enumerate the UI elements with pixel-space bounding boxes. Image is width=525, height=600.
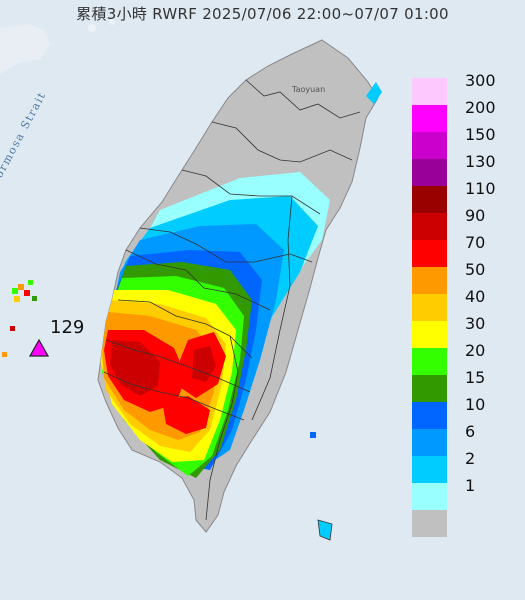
legend-swatch: [412, 78, 447, 105]
legend-swatch: [412, 510, 447, 537]
legend-swatch: [412, 240, 447, 267]
legend-label: 300: [465, 71, 496, 90]
legend-swatch: [412, 132, 447, 159]
color-scale-legend: 300 200 150 130 110 90 70 50 40 30 20 15 10 6 2 1: [412, 71, 512, 537]
legend-label: 90: [465, 206, 486, 225]
legend-swatch: [412, 159, 447, 186]
east-coast-islet: [310, 432, 316, 438]
legend-item: 130: [412, 152, 512, 186]
legend-item: 200: [412, 98, 512, 132]
mainland-coast: [0, 24, 50, 74]
legend-label: 2: [465, 449, 476, 468]
legend-label: 1: [465, 476, 476, 495]
county-boundaries: [103, 79, 361, 521]
legend-item: 110: [412, 179, 512, 213]
legend-label: 130: [465, 152, 496, 171]
legend-label: 40: [465, 287, 486, 306]
legend-swatch: [412, 267, 447, 294]
legend-item: 15: [412, 368, 512, 402]
coastal-islet: [109, 19, 115, 25]
legend-item: 90: [412, 206, 512, 240]
max-rainfall-triangle-icon: [29, 339, 49, 357]
legend-label: 150: [465, 125, 496, 144]
legend-label: 30: [465, 314, 486, 333]
legend-item: 50: [412, 260, 512, 294]
legend-label: 200: [465, 98, 496, 117]
legend-item: 150: [412, 125, 512, 159]
legend-item: 20: [412, 341, 512, 375]
legend-item: 30: [412, 314, 512, 348]
legend-swatch: [412, 429, 447, 456]
rainfall-overlay: [100, 172, 330, 478]
legend-item: 300: [412, 71, 512, 105]
legend-swatch: [412, 105, 447, 132]
legend-swatch: [412, 294, 447, 321]
max-rainfall-value: 129: [50, 317, 85, 338]
legend-swatch: [412, 456, 447, 483]
penghu-rain-cells: [2, 280, 37, 357]
legend-item: 70: [412, 233, 512, 267]
legend-swatch: [412, 483, 447, 510]
legend-swatch: [412, 186, 447, 213]
legend-label: 10: [465, 395, 486, 414]
map-title: 累積3小時 RWRF 2025/07/06 22:00~07/07 01:00: [76, 5, 449, 23]
legend-label: 6: [465, 422, 476, 441]
legend-item: 2: [412, 449, 512, 483]
legend-swatch: [412, 348, 447, 375]
legend-swatch: [412, 375, 447, 402]
east-coast-island: [317, 519, 333, 541]
legend-item: [412, 510, 512, 537]
northeast-coast-island: [366, 82, 382, 104]
legend-label: 70: [465, 233, 486, 252]
legend-swatch: [412, 321, 447, 348]
legend-item: 6: [412, 422, 512, 456]
legend-swatch: [412, 402, 447, 429]
legend-label: 50: [465, 260, 486, 279]
legend-item: 10: [412, 395, 512, 429]
legend-item: 40: [412, 287, 512, 321]
legend-label: 15: [465, 368, 486, 387]
coastal-islet: [88, 24, 96, 32]
legend-label: 110: [465, 179, 496, 198]
legend-label: 20: [465, 341, 486, 360]
legend-swatch: [412, 213, 447, 240]
legend-item: 1: [412, 476, 512, 510]
city-label-taoyuan: Taoyuan: [292, 85, 326, 94]
